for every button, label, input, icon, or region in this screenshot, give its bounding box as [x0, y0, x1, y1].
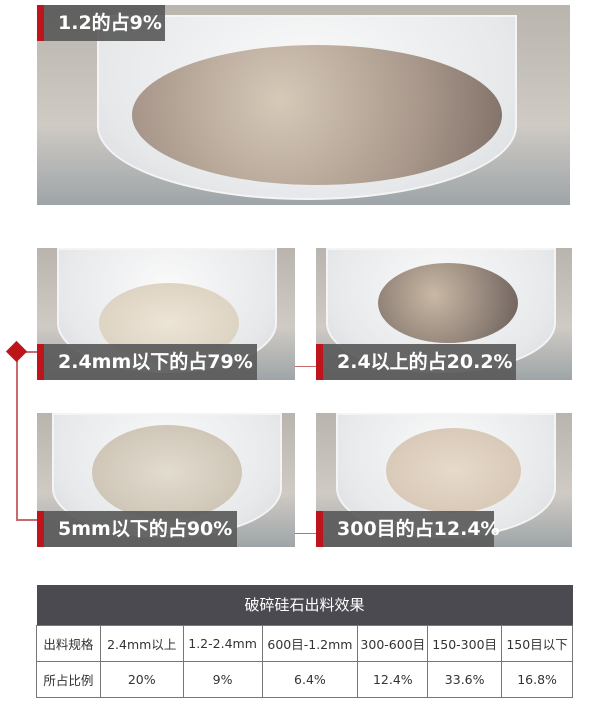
- powder: [386, 428, 521, 513]
- cell: 150-300目: [427, 624, 503, 662]
- sand: [92, 425, 242, 520]
- table-row: 所占比例 20% 9% 6.4% 12.4% 33.6% 16.8%: [36, 660, 573, 698]
- diamond-marker: [5, 340, 28, 363]
- connector-line: [16, 352, 18, 520]
- table-title: 破碎硅石出料效果: [36, 585, 573, 625]
- connector-line: [295, 366, 316, 367]
- photo-above-2-4: 2.4以上的占20.2%: [316, 248, 572, 380]
- output-table: 破碎硅石出料效果 出料规格 2.4mm以上 1.2-2.4mm 600目-1.2…: [36, 585, 573, 698]
- connector-line: [16, 519, 37, 521]
- photo-label: 1.2的占9%: [37, 5, 165, 41]
- connector-line: [24, 351, 37, 353]
- connector-line: [295, 533, 316, 534]
- photo-1-2: 1.2的占9%: [37, 5, 570, 205]
- table-row: 出料规格 2.4mm以上 1.2-2.4mm 600目-1.2mm 300-60…: [36, 624, 573, 662]
- photo-label: 2.4mm以下的占79%: [37, 344, 257, 380]
- row-header: 所占比例: [36, 660, 101, 698]
- cell: 300-600目: [357, 624, 429, 662]
- photo-label: 5mm以下的占90%: [37, 511, 237, 547]
- cell: 1.2-2.4mm: [182, 624, 263, 662]
- photo-below-2-4mm: 2.4mm以下的占79%: [37, 248, 295, 380]
- gravel: [132, 45, 502, 185]
- cell: 150目以下: [501, 624, 573, 662]
- cell: 16.8%: [501, 660, 573, 698]
- cell: 33.6%: [427, 660, 503, 698]
- cell: 600目-1.2mm: [261, 624, 359, 662]
- cell: 6.4%: [261, 660, 359, 698]
- cell: 9%: [182, 660, 263, 698]
- gravel: [378, 263, 518, 343]
- photo-300-mesh: 300目的占12.4%: [316, 413, 572, 547]
- cell: 20%: [99, 660, 184, 698]
- cell: 12.4%: [357, 660, 429, 698]
- photo-label: 2.4以上的占20.2%: [316, 344, 516, 380]
- photo-label: 300目的占12.4%: [316, 511, 500, 547]
- photo-below-5mm: 5mm以下的占90%: [37, 413, 295, 547]
- cell: 2.4mm以上: [99, 624, 184, 662]
- row-header: 出料规格: [36, 624, 101, 662]
